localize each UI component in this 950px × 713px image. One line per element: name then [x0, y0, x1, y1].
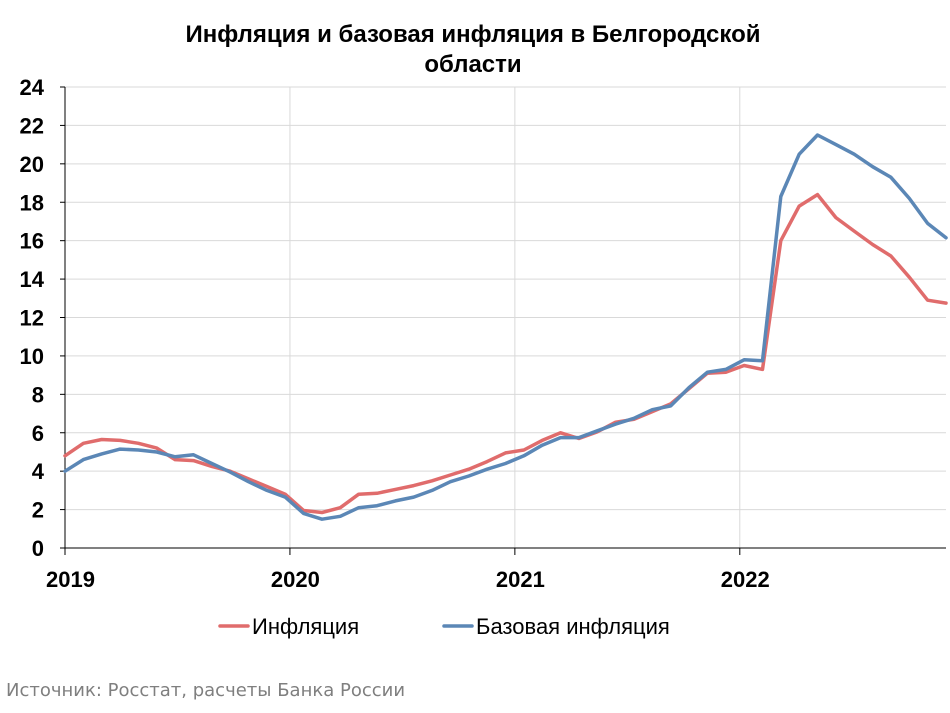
- gridlines: [65, 86, 946, 548]
- chart-title-line-1: Инфляция и базовая инфляция в Белгородск…: [186, 21, 761, 48]
- y-tick-label: 14: [20, 267, 45, 292]
- y-tick-label: 22: [20, 113, 44, 138]
- y-tick-label: 24: [20, 75, 45, 100]
- y-tick-label: 0: [32, 536, 44, 561]
- y-tick-label: 10: [20, 344, 44, 369]
- series-line-1: [63, 192, 948, 515]
- y-tick-label: 20: [20, 152, 44, 177]
- chart-title: Инфляция и базовая инфляция в Белгородск…: [186, 21, 761, 78]
- x-tick-label: 2021: [496, 567, 545, 592]
- x-tick-label: 2022: [721, 567, 770, 592]
- source-note: Источник: Росстат, расчеты Банка России: [6, 680, 406, 701]
- y-tick-label: 6: [32, 421, 44, 446]
- x-axis-tick-labels: 2019 2020 2021 2022: [46, 567, 770, 592]
- series-lines: [63, 133, 948, 521]
- y-tick-label: 4: [32, 459, 45, 484]
- y-tick-label: 8: [32, 382, 44, 407]
- axes: [60, 86, 946, 555]
- series-line-2: [63, 133, 948, 521]
- y-tick-label: 16: [20, 229, 44, 254]
- y-tick-label: 12: [20, 306, 44, 331]
- legend: Инфляция Базовая инфляция: [218, 614, 670, 639]
- x-tick-label: 2020: [271, 567, 320, 592]
- legend-label-1: Инфляция: [252, 614, 359, 639]
- chart-title-line-2: области: [424, 51, 521, 78]
- y-tick-label: 2: [32, 498, 44, 523]
- legend-label-2: Базовая инфляция: [476, 614, 670, 639]
- x-tick-label: 2019: [46, 567, 95, 592]
- y-tick-label: 18: [20, 190, 44, 215]
